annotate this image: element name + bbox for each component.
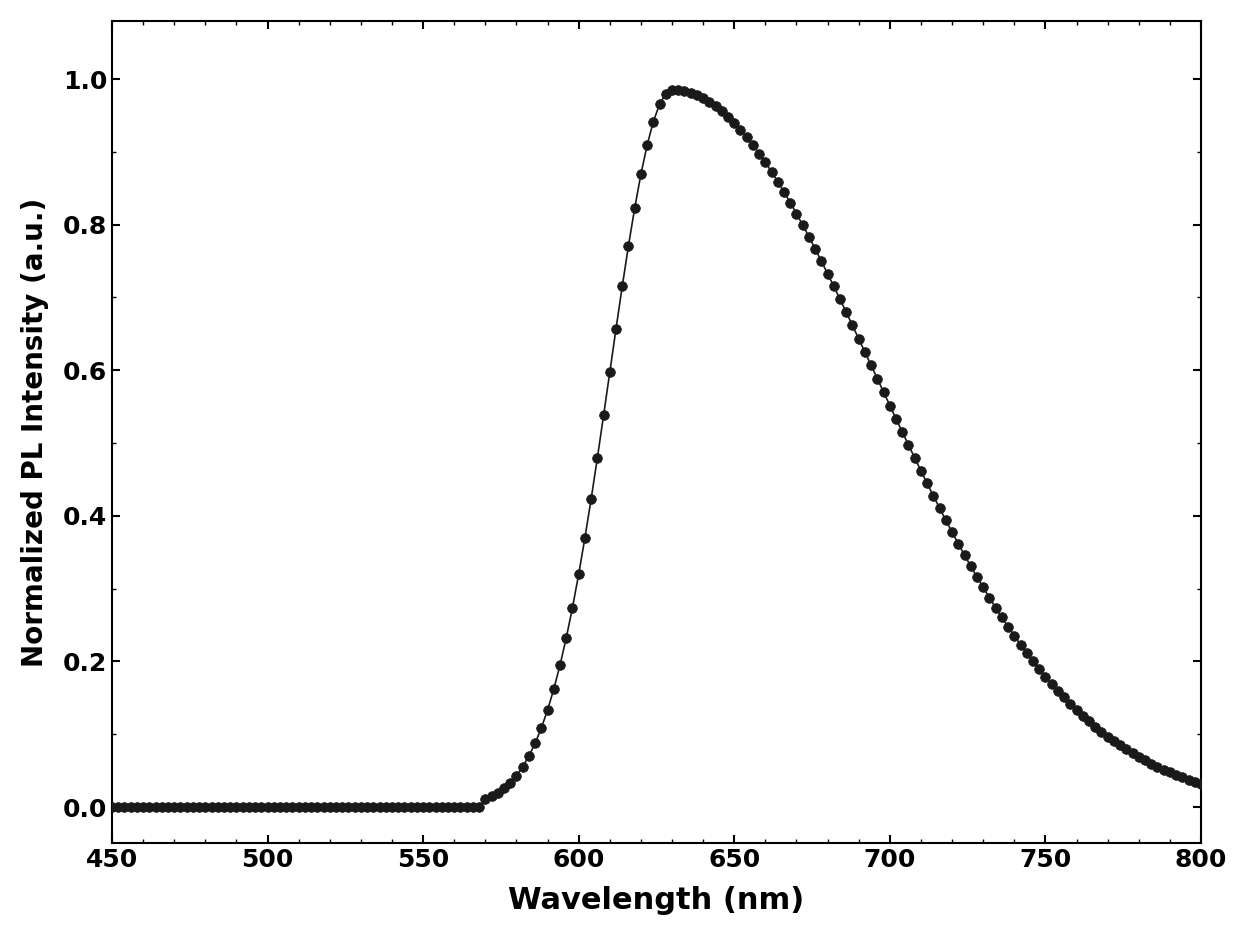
X-axis label: Wavelength (nm): Wavelength (nm): [508, 886, 805, 915]
Y-axis label: Normalized PL Intensity (a.u.): Normalized PL Intensity (a.u.): [21, 197, 49, 666]
